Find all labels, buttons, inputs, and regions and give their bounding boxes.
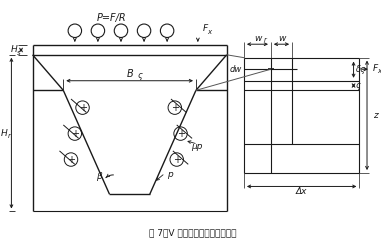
Text: B: B bbox=[126, 69, 133, 79]
Text: r: r bbox=[8, 133, 10, 139]
Text: r: r bbox=[264, 37, 267, 43]
Text: H: H bbox=[1, 129, 8, 138]
Text: z: z bbox=[373, 111, 378, 120]
Text: F: F bbox=[203, 24, 208, 33]
Text: δς: δς bbox=[355, 65, 365, 74]
Text: +: + bbox=[67, 155, 75, 165]
Text: +: + bbox=[173, 155, 181, 165]
Text: Δx: Δx bbox=[296, 187, 307, 196]
Text: +: + bbox=[78, 103, 86, 113]
Text: p: p bbox=[167, 170, 173, 179]
Text: H: H bbox=[10, 45, 17, 55]
Text: μp: μp bbox=[191, 142, 203, 151]
Text: dw: dw bbox=[230, 65, 242, 74]
Text: x: x bbox=[208, 29, 211, 35]
Text: F: F bbox=[373, 64, 378, 73]
Text: +: + bbox=[176, 129, 184, 139]
Text: 图 7　V 型多楔带负载时的横截面: 图 7 V 型多楔带负载时的横截面 bbox=[149, 228, 237, 237]
Text: ς: ς bbox=[355, 81, 360, 90]
Text: w: w bbox=[254, 34, 261, 43]
Text: w: w bbox=[278, 34, 285, 43]
Text: x: x bbox=[378, 68, 381, 74]
Text: s: s bbox=[16, 50, 20, 56]
Text: +: + bbox=[71, 129, 79, 139]
Text: +: + bbox=[171, 103, 179, 113]
Text: ς: ς bbox=[137, 71, 142, 81]
Text: P=F/R: P=F/R bbox=[96, 13, 126, 23]
Text: β: β bbox=[96, 172, 102, 181]
